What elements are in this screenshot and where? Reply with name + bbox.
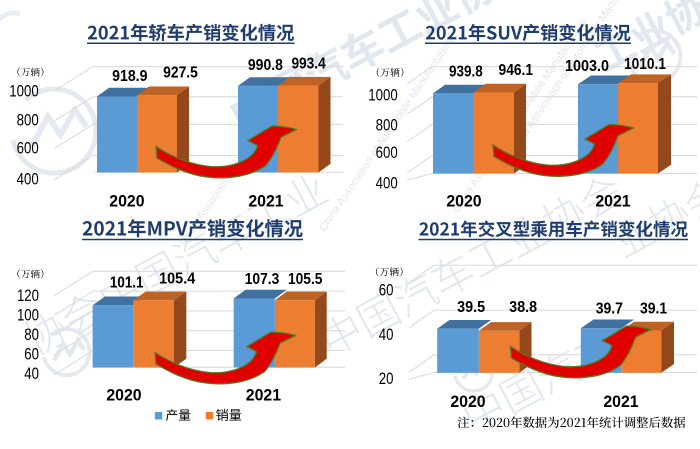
svg-text:39.1: 39.1 <box>640 300 667 317</box>
svg-text:101.1: 101.1 <box>110 275 144 292</box>
svg-text:40: 40 <box>379 325 394 344</box>
svg-text:1003.0: 1003.0 <box>565 58 609 75</box>
svg-text:400: 400 <box>376 173 398 192</box>
svg-text:600: 600 <box>376 143 398 162</box>
svg-text:105.5: 105.5 <box>288 271 323 288</box>
svg-text:120: 120 <box>17 286 39 305</box>
svg-text:105.4: 105.4 <box>159 270 195 287</box>
svg-text:918.9: 918.9 <box>112 68 147 85</box>
svg-text:38.8: 38.8 <box>509 299 537 316</box>
svg-text:60: 60 <box>379 280 394 299</box>
svg-text:2021: 2021 <box>248 193 283 211</box>
svg-text:927.5: 927.5 <box>163 65 198 82</box>
svg-text:2020: 2020 <box>446 193 481 211</box>
svg-text:1010.1: 1010.1 <box>624 56 666 73</box>
svg-text:2020: 2020 <box>450 393 485 411</box>
svg-text:39.7: 39.7 <box>596 300 623 317</box>
svg-text:1000: 1000 <box>368 86 397 105</box>
svg-text:939.8: 939.8 <box>449 64 483 81</box>
svg-text:800: 800 <box>17 111 39 130</box>
svg-text:60: 60 <box>24 345 39 364</box>
svg-text:80: 80 <box>24 325 39 344</box>
svg-text:107.3: 107.3 <box>245 271 280 288</box>
svg-text:993.4: 993.4 <box>291 55 325 72</box>
svg-text:40: 40 <box>24 364 39 383</box>
svg-text:2020: 2020 <box>109 193 144 211</box>
svg-text:946.1: 946.1 <box>499 62 534 79</box>
svg-text:600: 600 <box>17 138 39 157</box>
svg-text:1000: 1000 <box>9 81 38 100</box>
svg-text:39.5: 39.5 <box>457 299 485 316</box>
svg-text:2021: 2021 <box>603 393 638 411</box>
svg-text:990.8: 990.8 <box>248 57 283 74</box>
svg-text:2021: 2021 <box>246 386 281 404</box>
svg-text:2021: 2021 <box>595 193 630 211</box>
svg-text:2020: 2020 <box>106 386 141 404</box>
svg-text:20: 20 <box>379 369 394 388</box>
svg-text:800: 800 <box>376 116 398 135</box>
svg-text:100: 100 <box>17 306 39 325</box>
svg-text:400: 400 <box>17 169 39 188</box>
